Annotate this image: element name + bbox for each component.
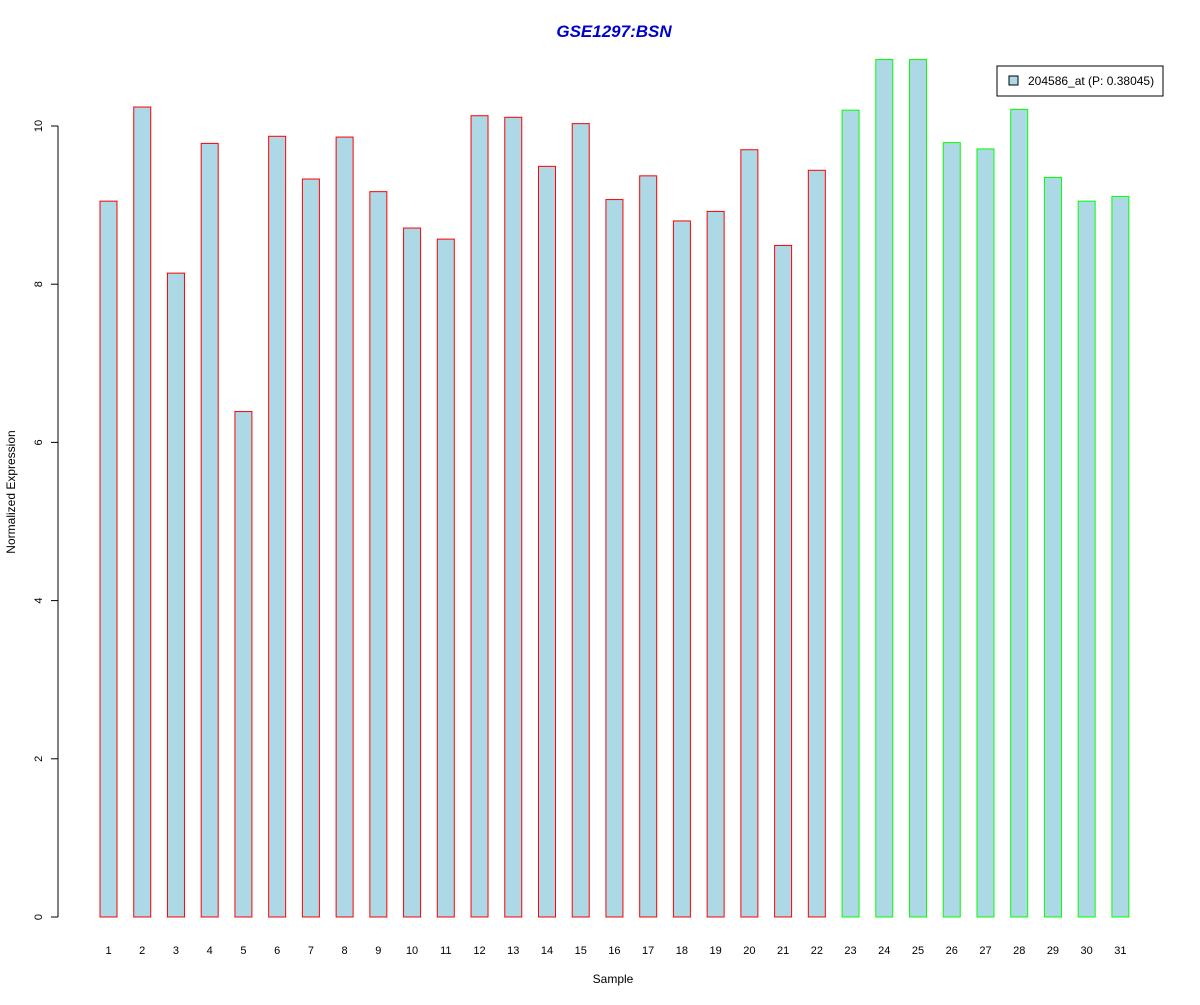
bar-sample-20 [740,149,759,918]
x-tick-label: 15 [575,945,587,957]
x-tick-label: 25 [912,945,924,957]
chart-title: GSE1297:BSN [556,22,672,41]
bar-sample-3 [166,272,185,918]
y-tick-label: 10 [33,120,45,132]
x-tick-label: 29 [1047,945,1059,957]
x-tick-label: 17 [642,945,654,957]
bar-sample-18 [672,220,691,918]
x-tick-label: 28 [1013,945,1025,957]
x-tick-label: 18 [676,945,688,957]
y-axis: 0 2 4 6 8 10 [33,120,59,920]
x-tick-label: 5 [240,945,246,957]
bar-sample-12 [470,115,489,918]
bar-sample-6 [268,135,287,918]
legend-label: 204586_at (P: 0.38045) [1028,74,1154,88]
legend-box [996,65,1164,97]
y-tick-label: 6 [33,439,45,445]
x-tick-label: 24 [878,945,890,957]
bar-sample-29 [1043,176,1062,918]
legend-swatch [1008,75,1019,86]
bar-sample-2 [133,106,152,918]
x-tick-label: 20 [743,945,755,957]
bar-sample-16 [605,199,624,918]
x-tick-label: 1 [105,945,111,957]
y-tick-label: 0 [33,914,45,920]
x-tick-label: 27 [979,945,991,957]
legend: 204586_at (P: 0.38045) [996,65,1164,97]
x-tick-label: 19 [710,945,722,957]
x-tick-label: 10 [406,945,418,957]
bars-group [99,59,1130,918]
bar-sample-30 [1077,200,1096,918]
x-tick-label: 12 [473,945,485,957]
bar-sample-31 [1111,195,1130,918]
x-tick-label: 8 [342,945,348,957]
bar-sample-28 [1010,108,1029,918]
bar-sample-23 [841,109,860,918]
bar-sample-14 [537,165,556,918]
x-tick-label: 6 [274,945,280,957]
x-tick-label: 7 [308,945,314,957]
x-tick-label: 16 [608,945,620,957]
bar-sample-26 [942,142,961,918]
x-tick-labels: 1 2 3 4 5 6 7 8 9 10 11 12 13 14 15 16 17 18 19 20 21 22 23 24 2… [105,945,1126,957]
x-tick-label: 22 [811,945,823,957]
x-tick-label: 9 [375,945,381,957]
bar-sample-4 [200,142,219,918]
bar-sample-7 [301,178,320,918]
x-tick-label: 4 [207,945,213,957]
bar-sample-19 [706,210,725,918]
bar-sample-25 [909,59,928,918]
x-tick-label: 21 [777,945,789,957]
bar-sample-15 [571,123,590,918]
bar-sample-9 [369,191,388,918]
x-tick-label: 14 [541,945,553,957]
x-tick-label: 2 [139,945,145,957]
x-tick-label: 3 [173,945,179,957]
x-axis-label: Sample [593,972,634,986]
x-tick-label: 13 [507,945,519,957]
y-tick-label: 2 [33,756,45,762]
x-tick-label: 26 [946,945,958,957]
bar-sample-10 [403,227,422,918]
x-tick-label: 23 [844,945,856,957]
bar-sample-13 [504,116,523,918]
y-tick-label: 4 [33,598,45,604]
bar-sample-5 [234,411,253,918]
y-tick-label: 8 [33,281,45,287]
bar-sample-1 [99,200,118,918]
x-tick-label: 30 [1081,945,1093,957]
bar-sample-27 [976,148,995,918]
x-tick-label: 31 [1114,945,1126,957]
y-axis-label: Normalized Expression [4,430,18,553]
bar-sample-11 [436,238,455,918]
bar-sample-21 [774,244,793,918]
bar-sample-8 [335,136,354,918]
bar-sample-17 [639,175,658,918]
bar-sample-24 [875,59,894,918]
bar-sample-22 [807,169,826,918]
x-tick-label: 11 [440,945,451,957]
